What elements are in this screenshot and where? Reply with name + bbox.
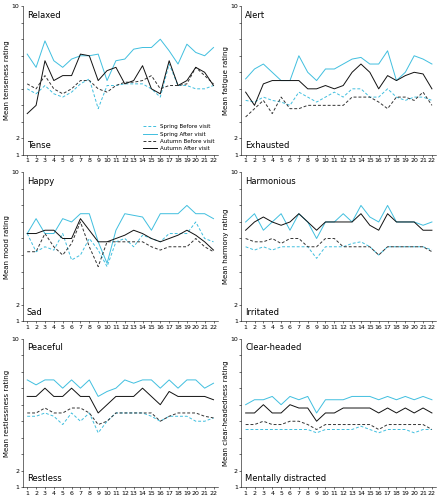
Y-axis label: Mean tenseness rating: Mean tenseness rating [4,40,10,120]
Text: Restless: Restless [27,474,61,483]
Text: Sad: Sad [27,308,42,316]
Y-axis label: Mean fatigue rating: Mean fatigue rating [223,46,228,115]
Text: Mentally distracted: Mentally distracted [245,474,326,483]
Y-axis label: Mean mood rating: Mean mood rating [4,215,10,278]
Text: Harmonious: Harmonious [245,177,296,186]
Text: Peaceful: Peaceful [27,343,63,352]
Text: Relaxed: Relaxed [27,10,60,20]
Text: Happy: Happy [27,177,54,186]
Text: Clear-headed: Clear-headed [245,343,302,352]
Text: Irritated: Irritated [245,308,279,316]
Legend: Spring Before visit, Spring After visit, Autumn Before visit, Autumn After visit: Spring Before visit, Spring After visit,… [142,124,215,152]
Text: Tense: Tense [27,142,51,150]
Y-axis label: Mean restlessness rating: Mean restlessness rating [4,370,10,456]
Text: Alert: Alert [245,10,265,20]
Text: Exhausted: Exhausted [245,142,289,150]
Y-axis label: Mean harmony rating: Mean harmony rating [223,209,228,284]
Y-axis label: Mean clear-headedness rating: Mean clear-headedness rating [223,360,228,466]
